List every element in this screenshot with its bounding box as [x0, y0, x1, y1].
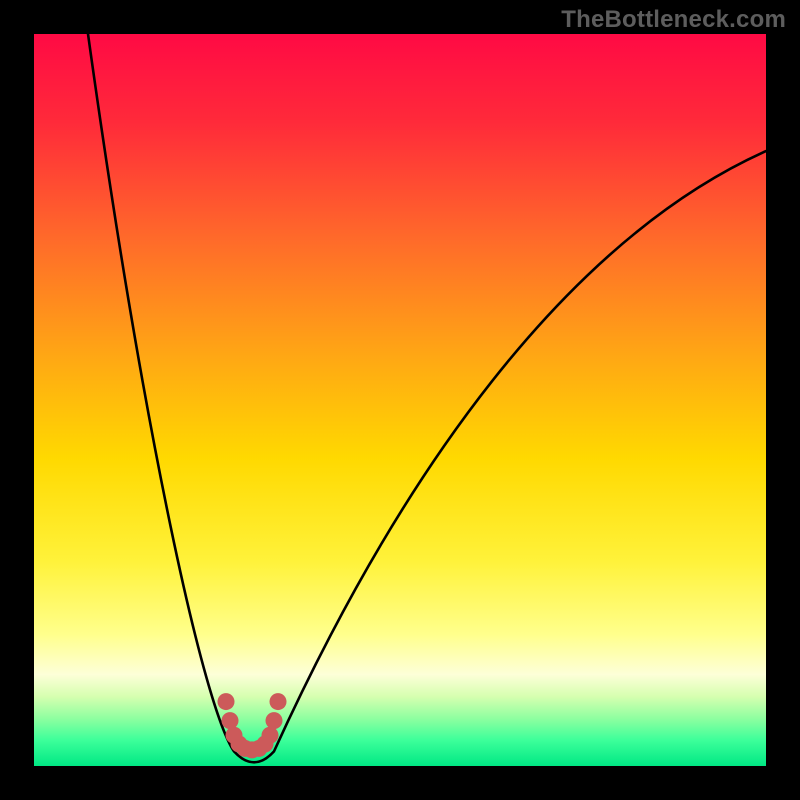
watermark-text: TheBottleneck.com	[561, 6, 786, 34]
bottleneck-chart	[0, 0, 800, 800]
